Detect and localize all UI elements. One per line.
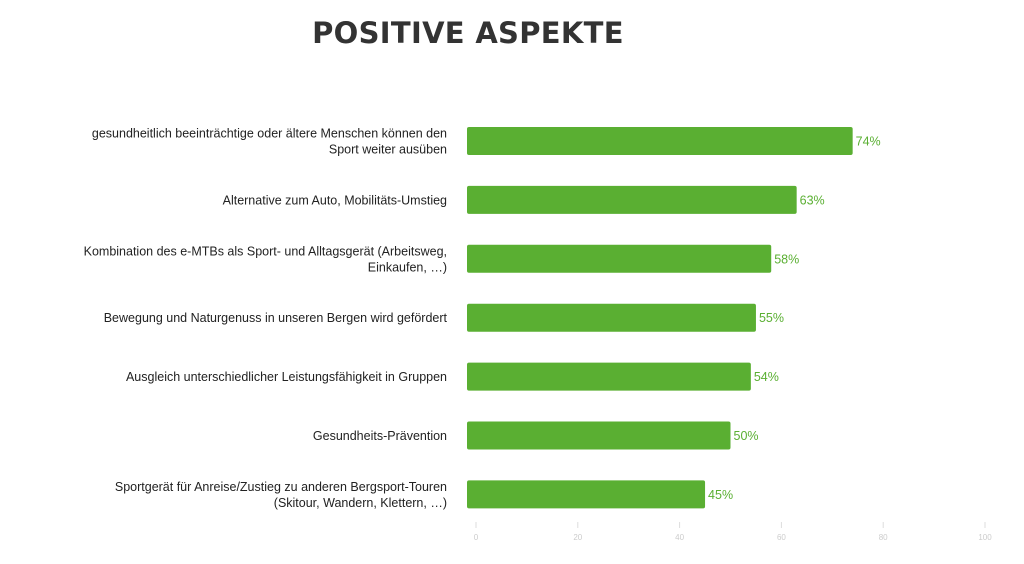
category-label: gesundheitlich beeinträchtige oder älter… xyxy=(92,127,447,141)
data-label: 63% xyxy=(800,193,825,207)
category-label: Kombination des e-MTBs als Sport- und Al… xyxy=(84,244,447,258)
category-label: Gesundheits-Prävention xyxy=(313,429,447,443)
x-tick-label: 100 xyxy=(978,533,992,542)
x-tick-label: 0 xyxy=(474,533,479,542)
bar xyxy=(467,480,706,509)
data-label: 58% xyxy=(774,252,799,266)
bar xyxy=(467,244,772,273)
data-label: 54% xyxy=(754,370,779,384)
category-label: Sportgerät für Anreise/Zustieg zu andere… xyxy=(115,480,447,494)
x-tick-label: 60 xyxy=(777,533,786,542)
data-label: 74% xyxy=(856,135,881,149)
category-label: Einkaufen, …) xyxy=(368,260,447,274)
bar xyxy=(467,362,751,391)
category-label: Ausgleich unterschiedlicher Leistungsfäh… xyxy=(126,370,447,384)
data-label: 55% xyxy=(759,311,784,325)
category-label: Sport weiter ausüben xyxy=(329,143,447,157)
chart-title: POSITIVE ASPEKTE xyxy=(312,16,624,50)
x-tick-label: 80 xyxy=(879,533,888,542)
category-label: Alternative zum Auto, Mobilitäts-Umstieg xyxy=(223,193,447,207)
x-tick-label: 20 xyxy=(573,533,582,542)
x-tick-label: 40 xyxy=(675,533,684,542)
category-label: (Skitour, Wandern, Klettern, …) xyxy=(274,496,447,510)
bar xyxy=(467,303,756,332)
bar xyxy=(467,185,797,214)
category-label: Bewegung und Naturgenuss in unseren Berg… xyxy=(104,311,448,325)
bar xyxy=(467,421,731,450)
bar xyxy=(467,127,853,155)
data-label: 45% xyxy=(708,488,733,502)
data-label: 50% xyxy=(734,429,759,443)
